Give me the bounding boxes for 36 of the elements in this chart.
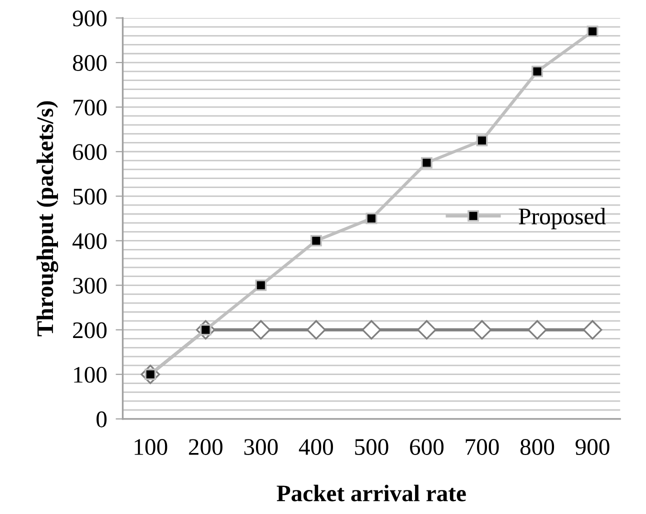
x-tick-label: 800 — [520, 439, 554, 455]
x-tick-label: 600 — [410, 439, 444, 455]
x-axis-title: Packet arrival rate — [276, 484, 466, 502]
point — [310, 235, 322, 246]
y-tick-label: 700 — [74, 100, 107, 116]
x-tick-label: 700 — [466, 439, 499, 455]
point — [417, 320, 436, 340]
point — [255, 280, 267, 291]
y-tick-label: 500 — [73, 188, 107, 205]
point — [528, 320, 547, 340]
x-tick-label: 300 — [244, 439, 278, 455]
point — [366, 212, 378, 224]
x-tick-label: 400 — [298, 439, 333, 455]
point — [421, 157, 432, 168]
y-tick-label: 0 — [96, 411, 107, 428]
y-tick-label: 600 — [73, 144, 107, 160]
x-tick-label: 500 — [355, 439, 388, 455]
y-axis-title: Throughput (packets/s) — [36, 101, 58, 336]
point — [476, 134, 488, 146]
y-tick-label: 400 — [72, 233, 107, 250]
y-tick-label: 200 — [73, 322, 107, 338]
y-tick-label: 800 — [72, 55, 107, 71]
point — [251, 320, 271, 340]
y-tick-label: 100 — [74, 366, 107, 383]
x-tick-label: 100 — [134, 439, 168, 455]
legend-label: Proposed — [518, 208, 606, 230]
y-tick-label: 300 — [73, 278, 107, 294]
point — [362, 320, 382, 340]
point — [532, 66, 543, 78]
x-tick-label: 200 — [188, 439, 222, 455]
x-tick-label: 900 — [576, 439, 610, 455]
point — [586, 26, 598, 38]
y-tick-label: 900 — [72, 10, 107, 26]
point — [582, 320, 602, 340]
point — [472, 320, 492, 340]
point — [306, 320, 326, 340]
